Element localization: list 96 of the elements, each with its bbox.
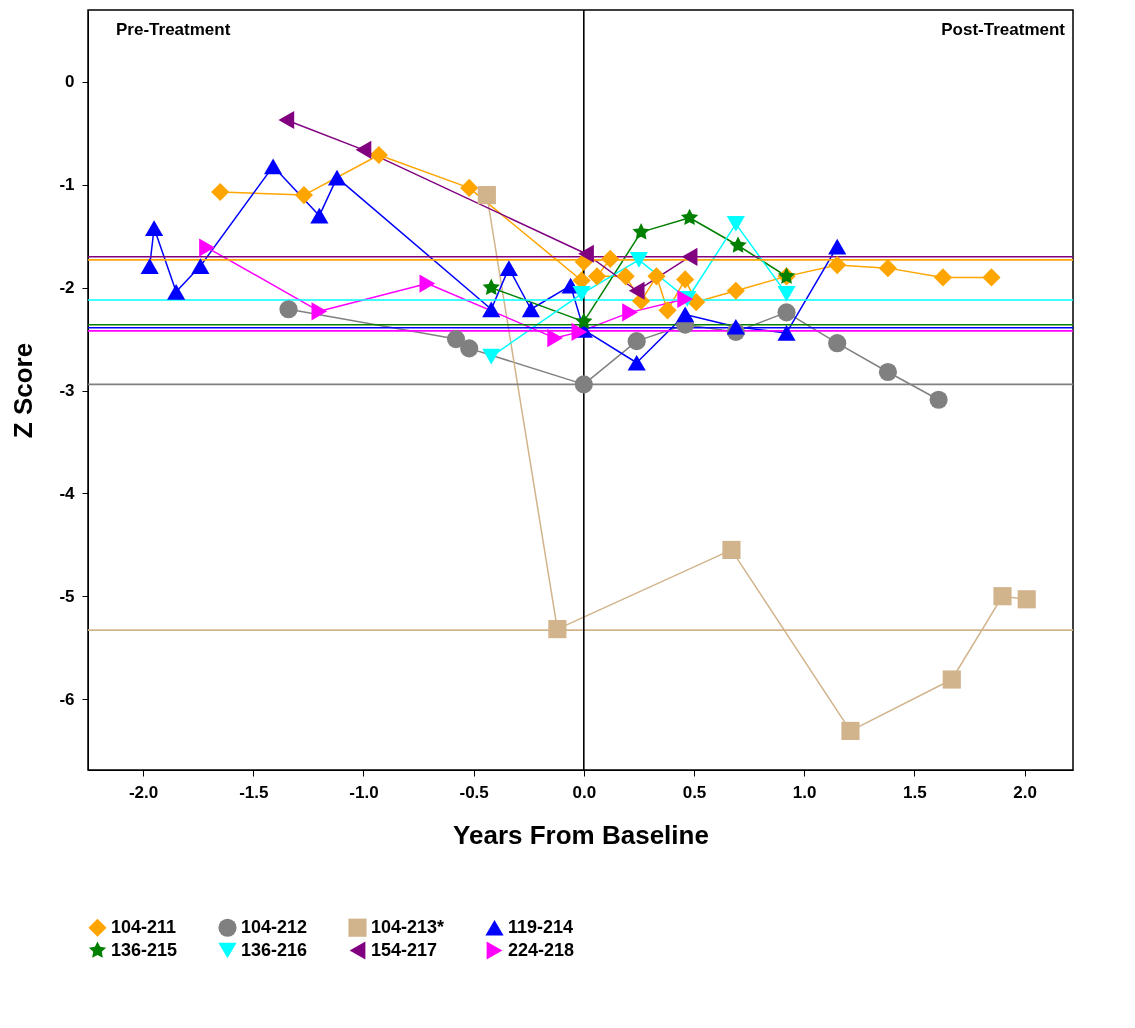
point xyxy=(310,207,329,224)
point xyxy=(547,328,564,348)
point xyxy=(622,303,638,322)
y-tick-label: 0 xyxy=(65,72,75,92)
x-tick-label: -2.0 xyxy=(128,782,159,802)
point xyxy=(982,268,1001,287)
point xyxy=(419,274,436,293)
x-tick-label: -1.0 xyxy=(349,782,379,802)
point xyxy=(145,220,164,236)
y-tick-label: -3 xyxy=(59,381,75,401)
point xyxy=(726,318,745,335)
point xyxy=(355,140,372,159)
point xyxy=(676,306,695,323)
point xyxy=(477,186,496,205)
point xyxy=(482,301,501,318)
point xyxy=(722,540,741,559)
x-axis-title: Years From Baseline xyxy=(453,819,709,850)
point xyxy=(446,330,466,349)
point xyxy=(279,300,298,319)
point xyxy=(628,281,645,300)
point xyxy=(191,258,210,274)
point xyxy=(278,110,295,130)
point xyxy=(264,158,283,175)
x-tick-label: 1.5 xyxy=(903,782,927,802)
point xyxy=(878,362,897,382)
legend-label: 224-218 xyxy=(508,939,575,960)
legend-label: 119-214 xyxy=(508,916,574,937)
point xyxy=(729,236,747,253)
point xyxy=(482,348,501,365)
x-tick-label: 2.0 xyxy=(1013,782,1037,802)
point xyxy=(294,186,314,205)
legend-label: 154-217 xyxy=(371,939,438,960)
annotation: Post-Treatment xyxy=(941,20,1066,39)
point xyxy=(777,325,796,341)
point xyxy=(647,267,666,286)
point xyxy=(572,285,591,302)
y-tick-label: -1 xyxy=(59,175,75,195)
point xyxy=(681,247,698,266)
point xyxy=(680,208,699,226)
x-tick-label: 0.5 xyxy=(682,782,707,802)
point xyxy=(828,238,847,255)
y-tick-label: -6 xyxy=(59,689,75,709)
point xyxy=(993,587,1012,606)
point xyxy=(211,182,230,202)
x-tick-label: -1.5 xyxy=(239,782,269,802)
point xyxy=(658,301,677,320)
point xyxy=(929,390,948,409)
point xyxy=(587,267,607,286)
legend-label: 104-213* xyxy=(371,916,445,937)
point xyxy=(627,354,646,371)
point xyxy=(521,301,540,318)
point xyxy=(828,334,847,353)
legend-label: 136-216 xyxy=(241,939,308,960)
point xyxy=(726,216,745,232)
point xyxy=(574,375,593,394)
y-tick-label: -2 xyxy=(59,278,75,298)
legend-label: 104-211 xyxy=(111,916,177,937)
point xyxy=(777,303,796,322)
point xyxy=(571,322,588,341)
x-tick-label: 0.0 xyxy=(572,782,597,802)
point xyxy=(1017,590,1036,609)
point xyxy=(460,339,479,358)
point xyxy=(369,145,388,165)
point xyxy=(575,312,593,329)
legend-label: 104-212 xyxy=(241,916,308,937)
y-tick-label: -5 xyxy=(59,586,75,606)
point xyxy=(327,169,347,186)
point xyxy=(548,620,567,639)
annotation: Pre-Treatment xyxy=(116,20,231,39)
point xyxy=(777,285,796,302)
point xyxy=(676,270,695,289)
x-tick-label: -0.5 xyxy=(459,782,489,802)
point xyxy=(933,268,953,287)
point xyxy=(499,260,518,276)
x-tick-label: 1.0 xyxy=(792,782,817,802)
legend-label: 136-215 xyxy=(111,939,178,960)
point xyxy=(199,238,215,257)
point xyxy=(601,249,620,268)
point xyxy=(828,255,847,275)
point xyxy=(726,281,745,300)
point xyxy=(942,670,961,689)
point xyxy=(311,302,328,321)
point xyxy=(140,258,159,274)
point xyxy=(841,721,860,740)
point xyxy=(482,278,500,296)
point xyxy=(878,259,897,278)
point xyxy=(616,267,635,286)
y-axis-title: Z Score xyxy=(8,342,39,439)
point xyxy=(167,283,186,300)
point xyxy=(687,292,706,312)
point xyxy=(578,244,594,263)
y-tick-label: -4 xyxy=(59,483,76,503)
point xyxy=(460,178,479,197)
point xyxy=(632,223,650,240)
point xyxy=(627,332,646,351)
point xyxy=(629,252,648,268)
